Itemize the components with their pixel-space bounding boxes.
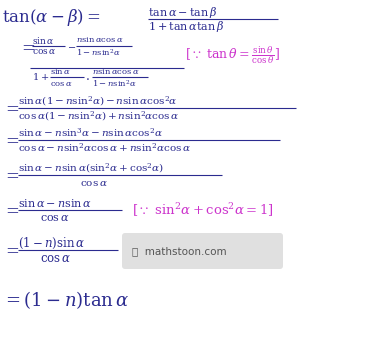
Text: $1-n\sin^2\!\alpha$: $1-n\sin^2\!\alpha$ <box>76 47 121 59</box>
Text: 🔒  mathstoon.com: 🔒 mathstoon.com <box>132 246 227 256</box>
Text: $\sin\alpha-n\sin\alpha$: $\sin\alpha-n\sin\alpha$ <box>18 197 92 209</box>
Text: $=$: $=$ <box>2 202 19 218</box>
Text: $\cos\alpha-n\sin^2\!\alpha\cos\alpha+n\sin^2\!\alpha\cos\alpha$: $\cos\alpha-n\sin^2\!\alpha\cos\alpha+n\… <box>18 142 191 154</box>
Text: $\cos\alpha$: $\cos\alpha$ <box>40 213 70 223</box>
Text: $\tan(\alpha-\beta)=$: $\tan(\alpha-\beta)=$ <box>2 7 101 28</box>
Text: $\tan\alpha-\tan\beta$: $\tan\alpha-\tan\beta$ <box>148 5 217 21</box>
Text: $n\sin\alpha\cos\alpha$: $n\sin\alpha\cos\alpha$ <box>92 66 139 76</box>
Text: $=$: $=$ <box>2 131 19 148</box>
Text: $=(1-n)\tan\alpha$: $=(1-n)\tan\alpha$ <box>2 289 129 311</box>
Text: $n\sin\alpha\cos\alpha$: $n\sin\alpha\cos\alpha$ <box>76 34 124 44</box>
Text: $-$: $-$ <box>67 42 76 50</box>
Text: $\sin\alpha$: $\sin\alpha$ <box>50 66 71 76</box>
Text: $\sin\alpha(1-n\sin^2\!\alpha)-n\sin\alpha\cos^2\!\alpha$: $\sin\alpha(1-n\sin^2\!\alpha)-n\sin\alp… <box>18 94 178 108</box>
Text: $\sin\alpha-n\sin^3\!\alpha-n\sin\alpha\cos^2\!\alpha$: $\sin\alpha-n\sin^3\!\alpha-n\sin\alpha\… <box>18 127 163 139</box>
Text: $=$: $=$ <box>2 99 19 116</box>
FancyBboxPatch shape <box>122 233 283 269</box>
Text: $1+$: $1+$ <box>32 71 49 82</box>
Text: $\sin\alpha-n\sin\alpha(\sin^2\!\alpha+\cos^2\!\alpha)$: $\sin\alpha-n\sin\alpha(\sin^2\!\alpha+\… <box>18 161 164 175</box>
Text: $\cos\alpha(1-n\sin^2\!\alpha)+n\sin^2\!\alpha\cos\alpha$: $\cos\alpha(1-n\sin^2\!\alpha)+n\sin^2\!… <box>18 109 180 123</box>
Text: $\sin\alpha$: $\sin\alpha$ <box>32 36 55 47</box>
Text: $\cos\alpha$: $\cos\alpha$ <box>50 80 73 88</box>
Text: $\cos\alpha$: $\cos\alpha$ <box>80 179 108 187</box>
Text: $.$: $.$ <box>85 71 90 83</box>
Text: $[\because\ \tan\theta=\frac{\sin\theta}{\cos\theta}]$: $[\because\ \tan\theta=\frac{\sin\theta}… <box>185 44 280 66</box>
Text: $\cos\alpha$: $\cos\alpha$ <box>32 48 56 56</box>
Text: $(1-n)\sin\alpha$: $(1-n)\sin\alpha$ <box>18 235 85 251</box>
Text: $1-n\sin^2\!\alpha$: $1-n\sin^2\!\alpha$ <box>92 78 137 90</box>
Text: $=$: $=$ <box>2 241 19 258</box>
Text: $1+\tan\alpha\tan\beta$: $1+\tan\alpha\tan\beta$ <box>148 20 224 34</box>
Text: $[\because\ \sin^2\!\alpha+\cos^2\!\alpha=1]$: $[\because\ \sin^2\!\alpha+\cos^2\!\alph… <box>132 201 274 219</box>
Text: $=$: $=$ <box>2 166 19 184</box>
Text: $=$: $=$ <box>18 38 35 55</box>
Text: $\cos\alpha$: $\cos\alpha$ <box>40 252 71 266</box>
